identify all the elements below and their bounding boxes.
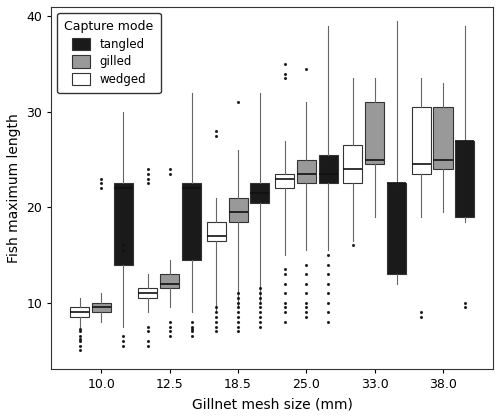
Y-axis label: Fish maximum length: Fish maximum length	[7, 113, 21, 263]
PathPatch shape	[297, 160, 316, 184]
Legend: tangled, gilled, wedged: tangled, gilled, wedged	[58, 13, 160, 93]
PathPatch shape	[228, 198, 248, 222]
X-axis label: Gillnet mesh size (mm): Gillnet mesh size (mm)	[192, 397, 352, 411]
PathPatch shape	[160, 274, 180, 288]
PathPatch shape	[387, 184, 406, 274]
PathPatch shape	[456, 140, 474, 217]
PathPatch shape	[70, 308, 89, 317]
PathPatch shape	[318, 155, 338, 184]
PathPatch shape	[138, 288, 158, 298]
PathPatch shape	[92, 303, 111, 312]
PathPatch shape	[114, 184, 133, 265]
PathPatch shape	[206, 222, 226, 241]
PathPatch shape	[275, 174, 294, 188]
PathPatch shape	[182, 184, 201, 260]
PathPatch shape	[365, 102, 384, 164]
PathPatch shape	[250, 184, 270, 202]
PathPatch shape	[434, 107, 452, 169]
PathPatch shape	[344, 145, 362, 184]
PathPatch shape	[412, 107, 430, 174]
